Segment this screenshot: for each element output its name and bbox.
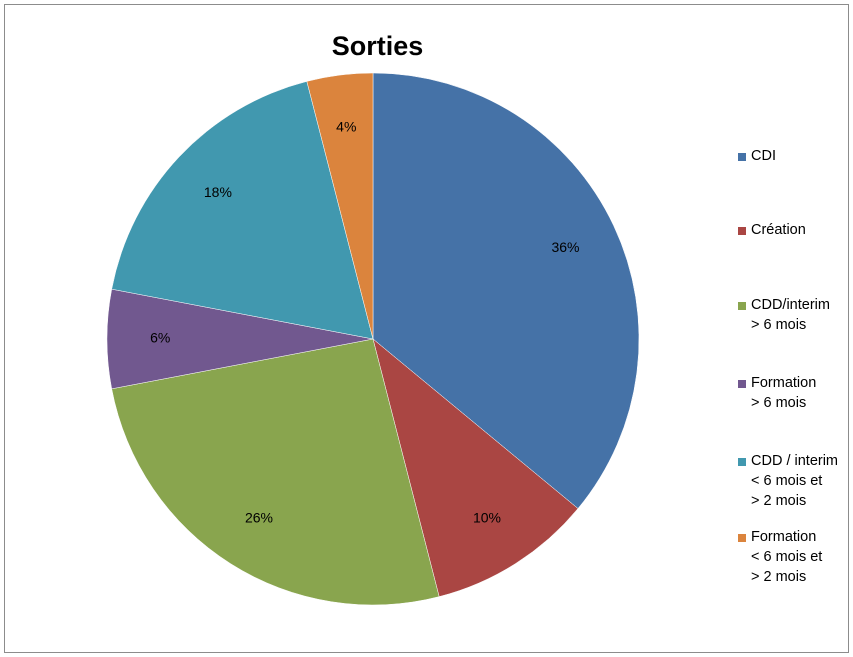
legend-swatch-2	[738, 302, 746, 310]
data-label-3: 6%	[150, 330, 170, 346]
pie-slice-1	[372, 338, 579, 597]
legend-label-3: Formation > 6 mois	[751, 375, 817, 411]
legend-swatch-1	[738, 227, 746, 235]
legend-label-0: CDI	[751, 148, 776, 164]
data-label-0: 36%	[551, 239, 579, 255]
data-label-1: 10%	[473, 509, 501, 525]
legend-swatch-4	[738, 458, 746, 466]
chart-area: Sorties 36% 10% 26% 6% 18% 4% CDI Création CDD/…	[4, 4, 849, 653]
chart-title: Sorties	[331, 31, 424, 61]
pie-slice-2	[111, 338, 440, 606]
legend-label-2: CDD/interim > 6 mois	[751, 297, 830, 333]
legend-swatch-3	[738, 380, 746, 388]
legend: CDI Création CDD/interim > 6 mois Formation…	[738, 5, 850, 654]
pie-slice-5	[306, 72, 374, 340]
legend-swatch-0	[738, 153, 746, 161]
legend-label-4: CDD / interim < 6 mois et > 2 mois	[751, 453, 839, 509]
pie-slice-0	[372, 72, 640, 509]
legend-swatch-5	[738, 534, 746, 542]
legend-label-5: Formation < 6 mois et > 2 mois	[751, 529, 823, 585]
data-label-2: 26%	[245, 509, 273, 525]
data-label-5: 4%	[336, 119, 356, 135]
pie-slice-4	[111, 81, 374, 340]
data-label-4: 18%	[204, 184, 232, 200]
legend-label-1: Création	[751, 222, 806, 238]
pie-chart: 36% 10% 26% 6% 18% 4%	[106, 72, 640, 606]
